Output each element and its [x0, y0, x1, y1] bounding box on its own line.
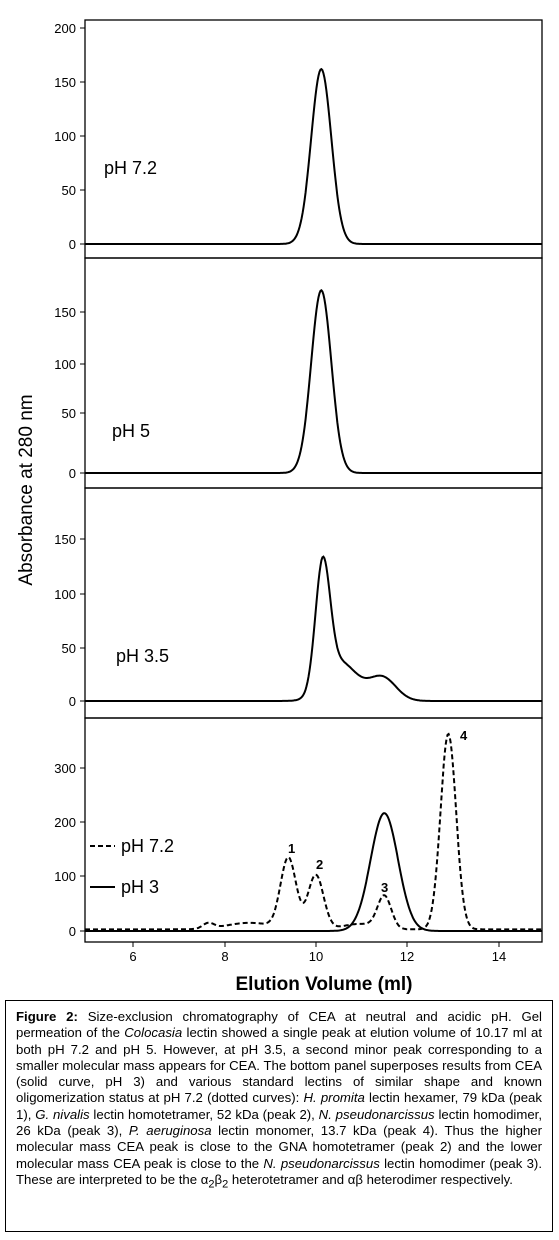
y-tick-label: 50 — [62, 641, 76, 656]
panel-frame — [84, 19, 543, 259]
y-tick-label: 150 — [54, 75, 76, 90]
legend-label: pH 7.2 — [121, 836, 174, 856]
caption-subscript: 2 — [222, 1178, 229, 1191]
x-tick-label: 14 — [492, 949, 506, 964]
caption-text: lectin homotetramer, 52 kDa (peak 2), — [89, 1106, 319, 1122]
y-tick-label: 150 — [54, 532, 76, 547]
series-line-ph-5 — [85, 289, 542, 474]
panel-ph-7-2: 0 50 100 150 200 pH 7.2 — [54, 19, 543, 259]
legend: pH 7.2 pH 3 — [90, 836, 174, 897]
y-tick-label: 100 — [54, 129, 76, 144]
caption-species: N. pseudonarcissus — [263, 1155, 380, 1171]
caption-text: lectin monomer, 13.7 kDa (peak 4). Thus … — [16, 1123, 542, 1171]
panel-label: pH 7.2 — [104, 158, 157, 178]
caption-species: G. nivalis — [35, 1106, 90, 1122]
series-line-ph-7-2-standards — [85, 732, 542, 931]
y-ticks: 0 50 100 150 — [54, 305, 85, 481]
y-tick-label: 100 — [54, 587, 76, 602]
panel-label: pH 5 — [112, 421, 150, 441]
series-line-ph-3 — [85, 812, 542, 932]
caption-text: Size-exclusion chromatography of CEA at … — [16, 1009, 542, 1041]
y-tick-label: 0 — [69, 924, 76, 939]
panel-comparison: 0 100 200 300 6 8 10 12 14 pH 7.2 pH 3 1… — [54, 717, 543, 964]
series-line-ph-7-2 — [85, 67, 542, 245]
caption-text: lectin showed a single peak at elution v… — [16, 1025, 542, 1106]
y-tick-label: 0 — [69, 466, 76, 481]
y-tick-label: 50 — [62, 406, 76, 421]
caption-species: Colocasia — [124, 1025, 183, 1041]
y-tick-label: 100 — [54, 869, 76, 884]
y-tick-label: 50 — [62, 183, 76, 198]
caption-species: N. pseudonarcissus — [318, 1106, 435, 1122]
y-ticks: 0 100 200 300 — [54, 761, 85, 939]
caption-species: H. promita — [303, 1090, 365, 1106]
peak-label-3: 3 — [381, 880, 388, 895]
caption-text: lectin hexamer, 79 kDa (peak 1), — [16, 1090, 542, 1122]
caption-text: heterotetramer and αβ heterodimer respec… — [228, 1171, 513, 1187]
y-tick-label: 100 — [54, 357, 76, 372]
peak-label-2: 2 — [316, 857, 323, 872]
y-tick-label: 200 — [54, 815, 76, 830]
x-tick-label: 12 — [400, 949, 414, 964]
y-tick-label: 0 — [69, 237, 76, 252]
figure-caption: Figure 2: Size-exclusion chromatography … — [5, 1000, 553, 1232]
caption-subscript: 2 — [208, 1178, 215, 1191]
x-tick-label: 8 — [221, 949, 228, 964]
x-ticks: 6 8 10 12 14 — [129, 942, 506, 964]
panel-ph-5: 0 50 100 150 pH 5 — [54, 257, 543, 489]
y-ticks: 0 50 100 150 — [54, 532, 85, 709]
peak-label-4: 4 — [460, 728, 468, 743]
x-tick-label: 6 — [129, 949, 136, 964]
panel-frame — [84, 257, 543, 489]
caption-text: β — [214, 1171, 223, 1187]
panel-label: pH 3.5 — [116, 646, 169, 666]
panel-frame — [84, 717, 543, 943]
y-axis-title: Absorbance at 280 nm — [16, 394, 37, 585]
y-ticks: 0 50 100 150 200 — [54, 21, 85, 252]
series-line-ph-3-5 — [85, 555, 542, 702]
chromatography-figure: 0 50 100 150 200 pH 7.2 0 50 100 150 pH … — [16, 19, 543, 995]
panel-frame — [84, 487, 543, 719]
caption-text: lectin homodimer, 26 kDa (peak 3), — [16, 1106, 542, 1139]
y-tick-label: 300 — [54, 761, 76, 776]
y-tick-label: 200 — [54, 21, 76, 36]
peak-label-1: 1 — [288, 841, 295, 856]
x-tick-label: 10 — [309, 949, 323, 964]
y-tick-label: 150 — [54, 305, 76, 320]
caption-label: Figure 2: — [16, 1009, 78, 1024]
y-tick-label: 0 — [69, 694, 76, 709]
x-axis-title: Elution Volume (ml) — [236, 974, 413, 995]
panel-ph-3-5: 0 50 100 150 pH 3.5 — [54, 487, 543, 719]
caption-text: lectin homodimer (peak 3). These are int… — [16, 1155, 542, 1187]
legend-label: pH 3 — [121, 877, 159, 897]
caption-species: P. aeruginosa — [128, 1123, 212, 1139]
